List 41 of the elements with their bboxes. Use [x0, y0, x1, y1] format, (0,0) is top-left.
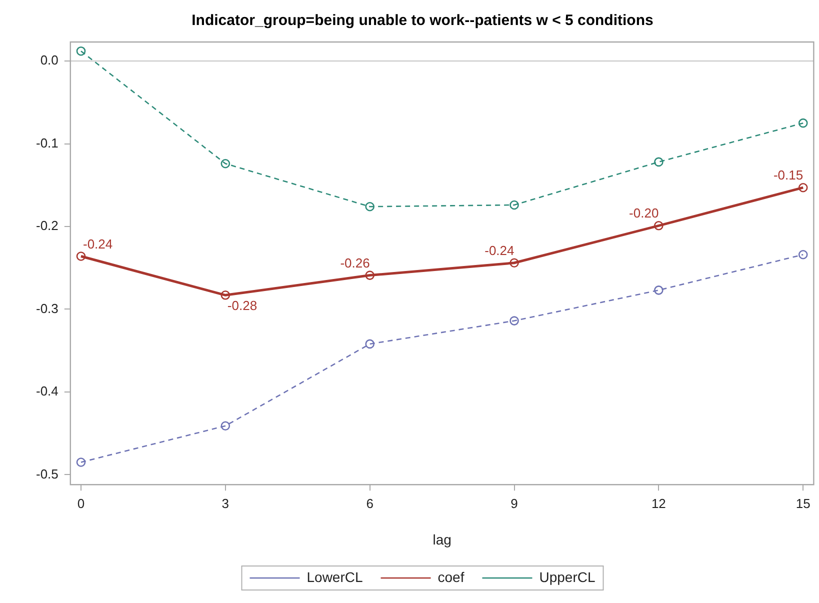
y-tick-label: -0.1	[36, 135, 58, 150]
data-label: -0.28	[227, 298, 258, 314]
data-label: -0.20	[629, 206, 659, 221]
point	[220, 158, 230, 168]
legend-label: LowerCL	[306, 568, 363, 585]
point	[510, 200, 519, 210]
x-tick-label: 15	[796, 496, 810, 511]
x-tick-label: 0	[77, 496, 85, 511]
y-tick-label: -0.5	[36, 466, 58, 482]
point	[365, 270, 374, 280]
data-label: -0.24	[484, 242, 514, 258]
legend-label: UpperCL	[539, 568, 596, 585]
legend-label: coef	[438, 568, 464, 585]
point	[510, 316, 519, 326]
point	[365, 202, 374, 212]
point	[798, 182, 808, 192]
point	[798, 118, 808, 128]
point	[510, 258, 519, 268]
x-axis-title: lag	[432, 531, 452, 548]
point	[76, 458, 86, 467]
point	[654, 286, 664, 295]
x-tick-label: 3	[222, 496, 230, 511]
data-label: -0.15	[773, 168, 804, 183]
point	[654, 157, 664, 167]
data-label: -0.26	[340, 255, 370, 270]
point	[220, 290, 230, 300]
point	[76, 46, 86, 56]
point	[654, 221, 664, 230]
x-tick-label: 6	[366, 496, 374, 511]
point	[76, 252, 86, 261]
x-tick-label: 9	[510, 496, 518, 511]
y-tick-label: -0.2	[36, 218, 58, 234]
y-tick-label: -0.4	[36, 384, 58, 399]
y-tick-label: 0.0	[40, 52, 58, 68]
chart-title: Indicator_group=being unable to work--patients w < 5 conditions	[192, 12, 654, 30]
point	[798, 250, 808, 260]
data-label: -0.24	[82, 236, 113, 252]
x-tick-label: 12	[651, 496, 666, 511]
y-tick-label: -0.3	[36, 300, 58, 316]
point	[365, 339, 374, 349]
point	[220, 421, 230, 431]
